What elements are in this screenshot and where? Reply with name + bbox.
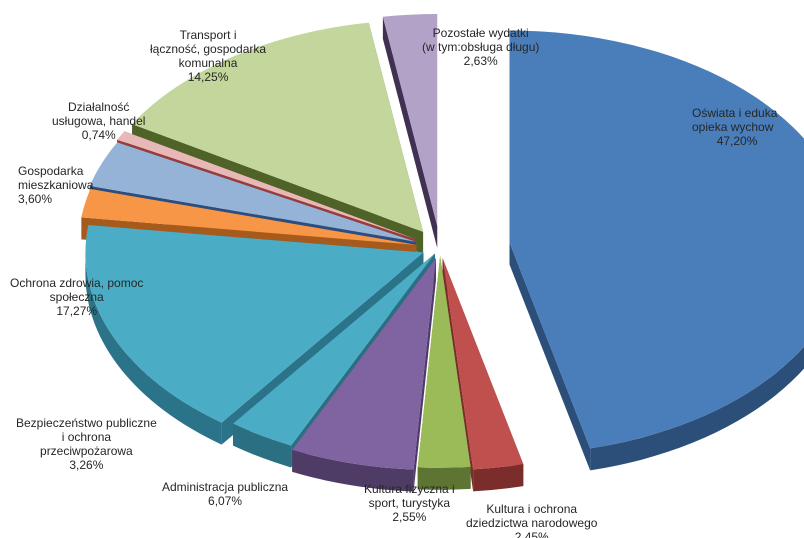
label-administracja-value: 6,07% <box>208 494 243 508</box>
pie-slice-3-top <box>292 258 436 470</box>
label-kultura-ochrona-name: Kultura i ochrona dziedzictwa narodowego <box>466 502 598 530</box>
pie-slice-2 <box>417 255 471 490</box>
pie-slice-0-top <box>509 30 804 449</box>
pie-slice-1-rim-0 <box>473 464 524 492</box>
pie-slice-4-top <box>233 253 435 446</box>
pie-slice-0-rim-0 <box>590 346 804 471</box>
label-dzialalnosc-value: 0,74% <box>81 128 116 142</box>
pie-slice-9-top <box>132 22 424 232</box>
label-ochrona-zdrowia: Ochrona zdrowia, pomoc społeczna 17,27% <box>10 262 143 332</box>
label-oswiata-value: 47,20% <box>716 134 758 148</box>
label-kultura-ochrona: Kultura i ochrona dziedzictwa narodowego… <box>466 488 597 538</box>
label-kultura-fizyczna-name: Kultura fizyczna i sport, turystyka <box>364 482 455 510</box>
pie-slice-0-wall-1 <box>509 242 591 471</box>
label-pozostale-value: 2,63% <box>463 54 498 68</box>
label-gospodarka-mieszkaniowa-value: 3,60% <box>18 192 53 206</box>
label-kultura-fizyczna: Kultura fizyczna i sport, turystyka 2,55… <box>364 468 455 538</box>
pie-slice-2-rim-0 <box>417 466 471 490</box>
label-administracja: Administracja publiczna 6,07% <box>162 466 288 522</box>
pie-slice-1 <box>442 258 524 492</box>
pie-slice-6-top <box>81 189 417 245</box>
label-kultura-ochrona-value: 2,45% <box>514 530 549 538</box>
pie-slice-5-top <box>85 225 424 423</box>
pie-slice-4-rim-0 <box>233 423 292 468</box>
label-pozostale-name: Pozostałe wydatki (w tym:obsługa długu) <box>422 26 540 54</box>
pie-slice-7-top <box>89 142 416 242</box>
label-transport: Transport i łączność, gospodarka komunal… <box>150 14 266 98</box>
label-oswiata-name: Oświata i eduka opieka wychow <box>692 106 778 134</box>
pie-slice-10-top <box>382 13 438 226</box>
pie-slice-10-wall-0 <box>382 16 438 248</box>
pie-slice-1-top <box>442 258 524 470</box>
pie-slice-0 <box>509 30 804 471</box>
label-pozostale: Pozostałe wydatki (w tym:obsługa długu) … <box>422 12 539 82</box>
label-dzialalnosc-name: Działalność usługowa, handel <box>52 100 146 128</box>
pie-slice-5-rim-0 <box>85 252 222 445</box>
label-oswiata: Oświata i eduka opieka wychow 47,20% <box>692 92 777 162</box>
pie-slice-8-top <box>117 131 416 240</box>
label-administracja-name: Administracja publiczna <box>162 480 289 494</box>
label-transport-name: Transport i łączność, gospodarka komunal… <box>150 28 267 70</box>
pie-slice-3-rim-0 <box>292 449 414 492</box>
label-ochrona-zdrowia-name: Ochrona zdrowia, pomoc społeczna <box>10 276 144 304</box>
label-bezpieczenstwo-name: Bezpieczeństwo publiczne i ochrona przec… <box>16 416 157 458</box>
label-kultura-fizyczna-value: 2,55% <box>392 510 427 524</box>
label-ochrona-zdrowia-value: 17,27% <box>56 304 98 318</box>
pie-slice-3-wall-0 <box>413 258 436 492</box>
label-gospodarka-mieszkaniowa: Gospodarka mieszkaniowa 3,60% <box>18 150 93 220</box>
pie-slice-3 <box>292 258 436 492</box>
label-bezpieczenstwo: Bezpieczeństwo publiczne i ochrona przec… <box>16 402 157 486</box>
label-bezpieczenstwo-value: 3,26% <box>69 458 104 472</box>
pie-slice-2-top <box>417 255 471 468</box>
label-gospodarka-mieszkaniowa-name: Gospodarka mieszkaniowa <box>18 164 94 192</box>
pie-slice-10 <box>382 13 438 248</box>
label-transport-value: 14,25% <box>187 70 229 84</box>
label-dzialalnosc: Działalność usługowa, handel 0,74% <box>52 86 145 156</box>
